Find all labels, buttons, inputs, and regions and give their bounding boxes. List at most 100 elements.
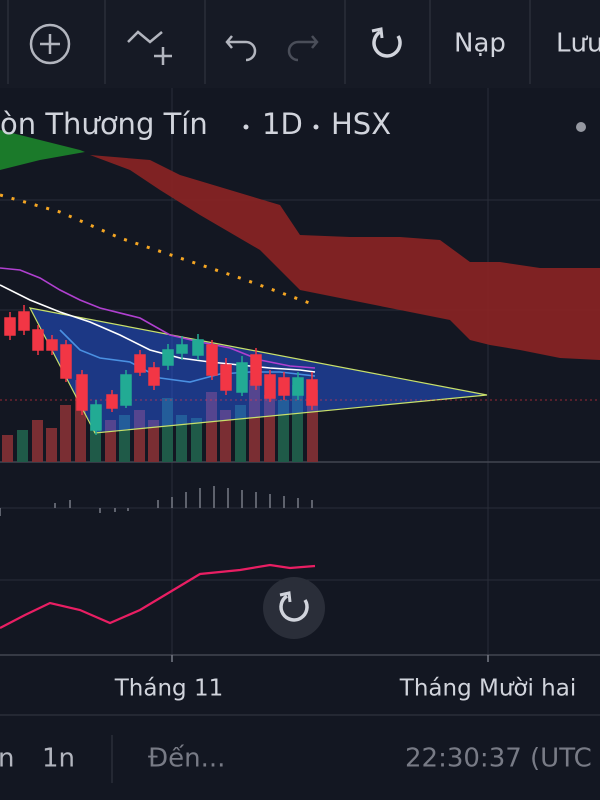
candles-part-part	[278, 377, 290, 396]
candles-part	[148, 362, 160, 390]
range-button[interactable]: 1n	[42, 744, 75, 774]
candles-part-part	[220, 364, 232, 391]
volume-part	[46, 428, 57, 462]
reset-button-part[interactable]	[371, 27, 384, 39]
candles-part	[4, 312, 16, 340]
range-button[interactable]: n	[0, 744, 14, 774]
volume-part	[90, 410, 101, 462]
candles-part-part	[106, 394, 118, 409]
candles-part-part	[250, 354, 262, 386]
volume-part	[17, 430, 28, 462]
candles-part-part	[292, 377, 304, 396]
volume-part	[176, 415, 187, 462]
cloud-red	[90, 155, 600, 360]
volume-part	[235, 405, 246, 462]
blue-line	[59, 329, 316, 383]
indicator-button-part[interactable]	[127, 30, 163, 44]
candles-part-part	[32, 329, 44, 351]
add-button-part[interactable]	[29, 23, 71, 65]
separator-dot	[243, 124, 249, 130]
cloud-green	[0, 130, 85, 170]
candles-part	[250, 348, 262, 390]
reset-chart-button[interactable]	[263, 577, 325, 639]
volume-part	[249, 380, 260, 462]
volume-part	[278, 400, 289, 462]
volume-part	[2, 435, 13, 462]
candles-part-part	[18, 311, 30, 331]
candles-part	[106, 390, 118, 412]
candles-part	[306, 372, 318, 410]
volume-part	[292, 385, 303, 462]
candles-part-part	[46, 339, 58, 351]
add-button[interactable]	[29, 23, 71, 65]
candles-part-part	[4, 317, 16, 336]
oscillator-line	[0, 563, 316, 629]
candles-part	[60, 340, 72, 382]
candles-part-part	[148, 367, 160, 386]
candles-part	[32, 325, 44, 355]
candles-part-part	[176, 344, 188, 354]
volume-part	[75, 380, 86, 462]
undo-button-part[interactable]	[225, 35, 257, 62]
volume-part	[264, 395, 275, 462]
volume-part	[105, 420, 116, 462]
volume-part	[191, 418, 202, 462]
status-dot	[576, 122, 586, 132]
candles-part	[176, 336, 188, 360]
reset-chart-button-part[interactable]	[279, 594, 309, 622]
candles-part-part	[90, 404, 102, 431]
candles-part	[236, 356, 248, 396]
histogram	[0, 486, 313, 516]
candles-part	[90, 400, 102, 435]
candles-part-part	[236, 362, 248, 393]
candles-part	[134, 350, 146, 376]
x-axis-tick	[171, 655, 489, 662]
candles-part	[76, 370, 88, 415]
candles-part-part	[162, 349, 174, 366]
candles-part	[192, 334, 204, 360]
volume-part	[162, 398, 173, 462]
candles-part-part	[192, 339, 204, 356]
candles-part	[220, 358, 232, 395]
volume-part	[206, 392, 217, 462]
exchange: HSX	[331, 107, 391, 141]
toolbar-separator	[7, 0, 531, 84]
candles-part-part	[306, 379, 318, 406]
reset-button-part[interactable]	[372, 30, 402, 58]
clock: 22:30:37 (UTC	[405, 744, 592, 774]
save-button[interactable]: Lưu	[556, 29, 600, 59]
toolbar: Nạp Lưu	[0, 0, 600, 88]
load-button[interactable]: Nạp	[454, 29, 506, 59]
candles-part	[162, 344, 174, 370]
volume-part	[60, 405, 71, 462]
indicator-button[interactable]	[127, 30, 172, 65]
volume-part	[32, 420, 43, 462]
volume-part	[307, 390, 318, 462]
x-axis-label: Tháng 11	[114, 676, 223, 702]
candles-part-part	[120, 374, 132, 406]
volume	[2, 380, 318, 462]
candles-part-part	[134, 354, 146, 373]
candles-part	[46, 335, 58, 355]
separator-dot	[313, 124, 319, 130]
candles-part-part	[206, 344, 218, 376]
volume-part	[148, 420, 159, 462]
candles-part	[278, 372, 290, 400]
goto-button[interactable]: Đến...	[148, 744, 225, 774]
reset-button[interactable]	[371, 27, 402, 58]
volume-part	[220, 410, 231, 462]
redo-button[interactable]	[287, 35, 319, 62]
candles-part	[264, 370, 276, 402]
candles-part-part	[264, 374, 276, 399]
toolbar-bg	[0, 0, 600, 88]
interval: 1D	[262, 107, 303, 141]
candles-part	[120, 370, 132, 408]
reset-chart-button-part[interactable]	[279, 591, 292, 603]
candles	[4, 305, 318, 435]
candles-part	[292, 372, 304, 400]
redo-button-part[interactable]	[287, 35, 319, 62]
reset-chart-button-part[interactable]	[263, 577, 325, 639]
undo-button[interactable]	[225, 35, 257, 62]
